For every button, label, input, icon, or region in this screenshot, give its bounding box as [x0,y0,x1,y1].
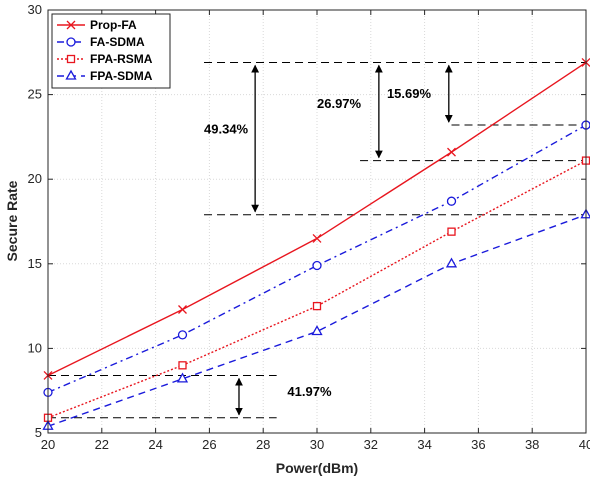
y-tick-label: 5 [35,425,42,440]
x-tick-label: 40 [579,437,590,452]
y-tick-label: 20 [28,171,42,186]
data-point [178,361,187,370]
y-tick-label: 25 [28,87,42,102]
x-tick-label: 24 [148,437,162,452]
x-tick-label: 36 [471,437,485,452]
y-tick-label: 10 [28,340,42,355]
x-tick-label: 34 [417,437,431,452]
tick-labels: 20 22 24 26 28 30 32 34 36 38 40 5 10 15 20 25 30 [28,2,590,452]
legend-label: FPA-SDMA [90,69,153,83]
series-line [47,214,587,427]
annotation-label: 41.97% [287,384,332,399]
legend-item: FA-SDMA [57,35,145,49]
legend-item: FPA-RSMA [57,52,153,66]
legend-item: FPA-SDMA [57,69,153,83]
x-tick-label: 38 [525,437,539,452]
x-axis-label: Power(dBm) [276,460,358,476]
legend-label: FA-SDMA [90,35,145,49]
data-point [445,257,458,268]
x-tick-label: 22 [95,437,109,452]
reference-lines [48,61,586,419]
y-tick-label: 30 [28,2,42,17]
legend: Prop-FA FA-SDMA FPA-RSMA FPA-SDMA [51,13,171,89]
legend-marker [65,69,77,80]
annotations: 49.34% 26.97% 15.69% 41.97% [204,64,453,416]
data-point [446,196,457,206]
data-point [312,301,322,311]
legend-label: Prop-FA [90,18,137,32]
annotation-label: 15.69% [387,86,432,101]
annotation-label: 49.34% [204,122,249,137]
legend-item: Prop-FA [57,18,137,32]
x-tick-label: 30 [310,437,324,452]
data-point [177,330,188,340]
legend-label: FPA-RSMA [90,52,153,66]
series-line [47,159,587,419]
y-axis-label: Secure Rate [4,180,20,261]
data-point [312,233,322,243]
x-tick-label: 20 [41,437,55,452]
data-point [447,227,456,236]
data-point [178,305,187,314]
data-point [176,372,189,383]
x-tick-label: 26 [202,437,216,452]
data-point [311,325,323,336]
x-tick-label: 32 [364,437,378,452]
legend-marker [66,37,76,47]
series-line [47,124,587,394]
data-point [312,260,322,271]
annotation-label: 26.97% [317,96,362,111]
legend-marker [66,54,76,64]
legend-marker [66,20,76,30]
data-point [447,147,456,157]
x-tick-label: 28 [256,437,270,452]
y-tick-label: 15 [28,256,42,271]
